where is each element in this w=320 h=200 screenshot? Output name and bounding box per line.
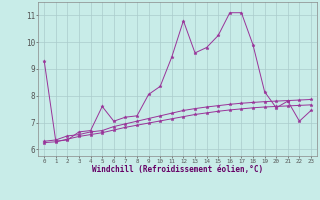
X-axis label: Windchill (Refroidissement éolien,°C): Windchill (Refroidissement éolien,°C) — [92, 165, 263, 174]
